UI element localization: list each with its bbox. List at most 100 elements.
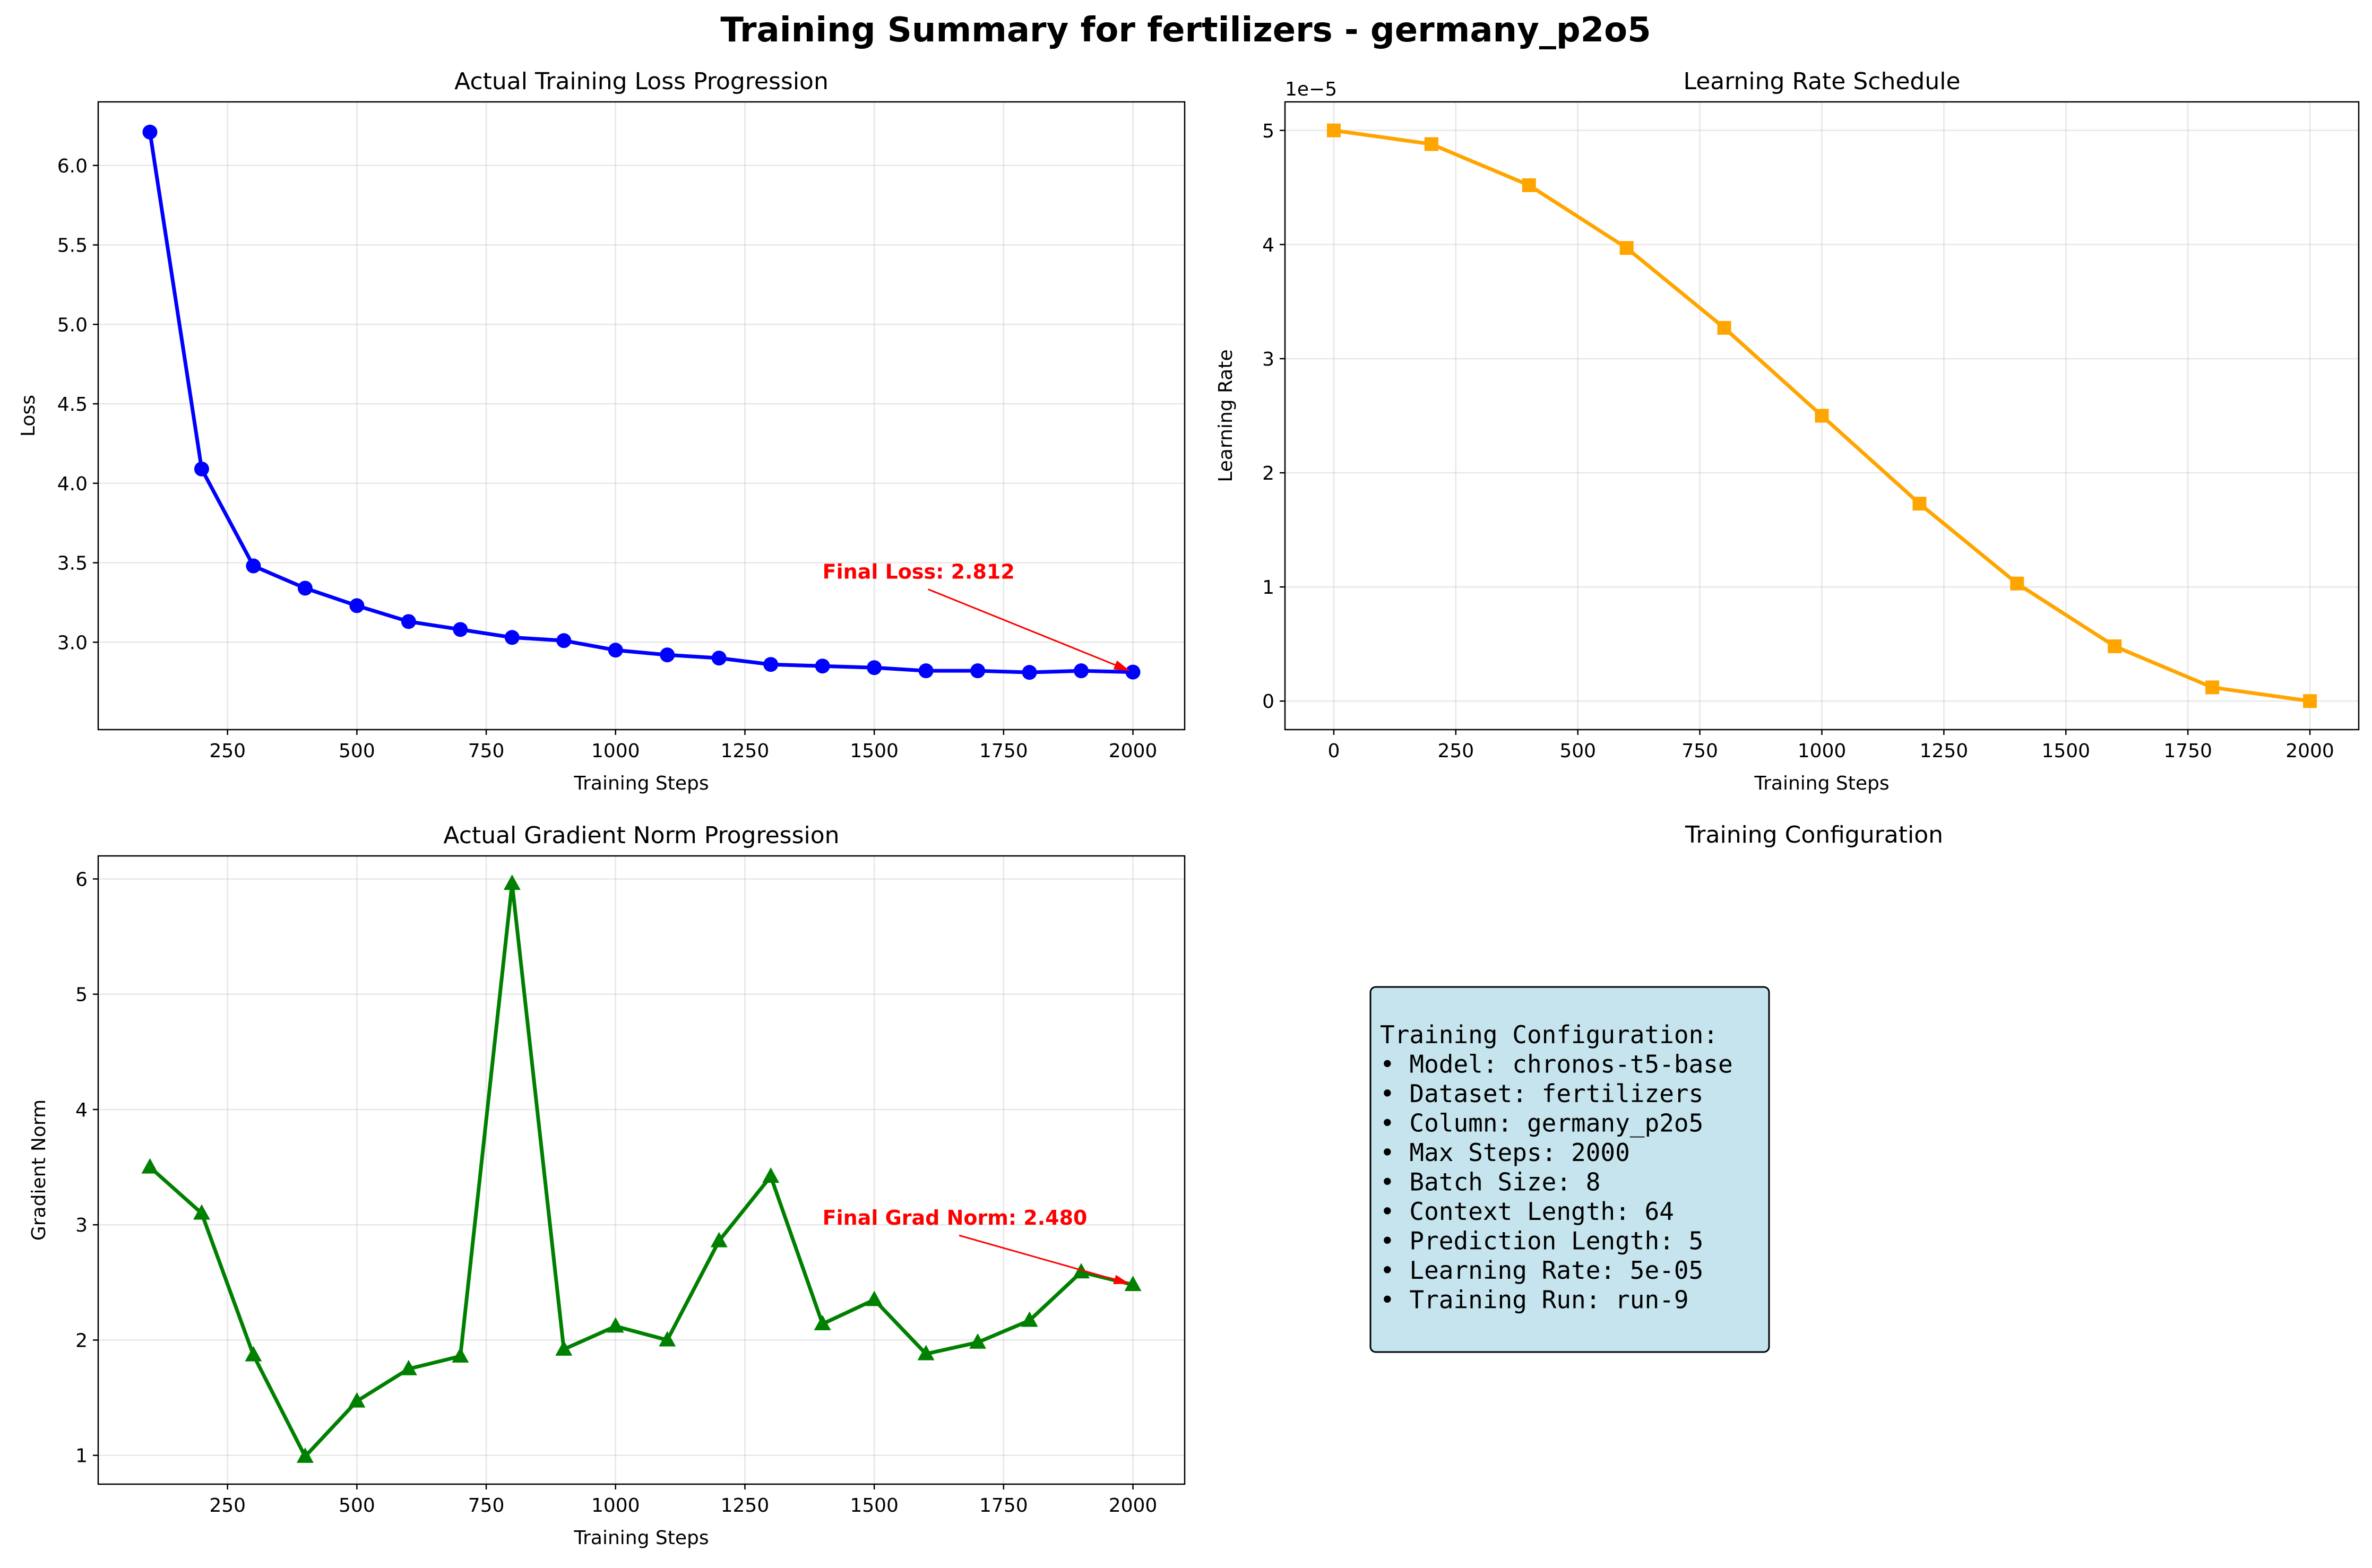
data-point bbox=[710, 1232, 728, 1248]
data-point bbox=[452, 1347, 469, 1363]
config-line: • Context Length: 64 bbox=[1380, 1197, 1674, 1226]
config-panel-title: Training Configuration bbox=[1685, 821, 1943, 848]
data-point bbox=[2303, 694, 2317, 708]
data-point bbox=[2205, 680, 2220, 695]
y-tick-label: 3.0 bbox=[57, 632, 88, 654]
x-tick-label: 1750 bbox=[979, 740, 1028, 762]
y-axis-label: Loss bbox=[18, 395, 39, 437]
y-tick-label: 3 bbox=[75, 1215, 88, 1236]
data-point bbox=[607, 1317, 624, 1333]
data-point bbox=[453, 622, 468, 637]
data-point bbox=[1125, 664, 1141, 680]
config-line: • Batch Size: 8 bbox=[1380, 1168, 1600, 1197]
x-tick-label: 2000 bbox=[1109, 740, 1158, 762]
x-tick-label: 1000 bbox=[591, 740, 640, 762]
data-point bbox=[2010, 576, 2024, 591]
annotation-arrow bbox=[959, 1234, 1119, 1281]
x-tick-label: 1250 bbox=[721, 1495, 770, 1517]
x-tick-label: 2000 bbox=[1109, 1495, 1158, 1517]
x-tick-label: 1250 bbox=[1920, 740, 1969, 762]
x-tick-label: 1500 bbox=[2041, 740, 2090, 762]
data-point bbox=[555, 1340, 573, 1356]
plot-frame bbox=[97, 855, 1186, 1485]
data-point bbox=[763, 657, 779, 672]
x-axis-label: Training Steps bbox=[573, 773, 709, 794]
data-point bbox=[503, 874, 521, 890]
plot-frame bbox=[97, 101, 1186, 731]
config-line: • Training Run: run-9 bbox=[1380, 1286, 1689, 1314]
training-configuration-panel: Training Configuration Training Configur… bbox=[1369, 821, 1943, 1353]
data-point bbox=[866, 1290, 883, 1306]
x-tick-label: 1500 bbox=[850, 1495, 899, 1517]
x-axis-label: Training Steps bbox=[1754, 773, 1889, 794]
data-point bbox=[348, 1392, 366, 1408]
y-tick-label: 2 bbox=[75, 1330, 88, 1352]
data-point bbox=[556, 633, 572, 648]
config-line: • Column: germany_p2o5 bbox=[1380, 1109, 1703, 1138]
y-tick-label: 0 bbox=[1262, 691, 1274, 713]
y-tick-label: 4.5 bbox=[57, 394, 88, 415]
figure-title: Training Summary for fertilizers - germa… bbox=[720, 11, 1651, 50]
config-line: • Max Steps: 2000 bbox=[1380, 1138, 1630, 1167]
data-point bbox=[504, 630, 520, 645]
y-tick-label: 5 bbox=[75, 984, 88, 1006]
y-tick-label: 1 bbox=[1262, 577, 1274, 599]
series-line bbox=[149, 881, 1134, 1459]
data-point bbox=[400, 1359, 417, 1375]
x-tick-label: 750 bbox=[468, 1495, 505, 1517]
x-tick-label: 750 bbox=[468, 740, 505, 762]
chart-title: Actual Training Loss Progression bbox=[454, 68, 829, 95]
data-point bbox=[401, 614, 416, 629]
x-tick-label: 1250 bbox=[721, 740, 770, 762]
data-point bbox=[1424, 137, 1438, 151]
data-point bbox=[1619, 241, 1634, 255]
annotation-arrowhead bbox=[1113, 660, 1130, 671]
x-tick-label: 1500 bbox=[850, 740, 899, 762]
data-point bbox=[1074, 663, 1089, 679]
data-point bbox=[246, 558, 261, 574]
config-line: • Dataset: fertilizers bbox=[1380, 1079, 1703, 1108]
y-tick-label: 5.5 bbox=[57, 235, 88, 257]
y-tick-label: 4 bbox=[75, 1099, 88, 1121]
x-tick-label: 500 bbox=[339, 1495, 375, 1517]
x-tick-label: 250 bbox=[1437, 740, 1474, 762]
data-point bbox=[970, 663, 986, 679]
data-point bbox=[917, 1345, 935, 1361]
data-point bbox=[296, 1447, 314, 1463]
x-tick-label: 0 bbox=[1328, 740, 1340, 762]
y-axis-label: Gradient Norm bbox=[28, 1099, 50, 1241]
data-point bbox=[1021, 1311, 1038, 1327]
x-tick-label: 750 bbox=[1681, 740, 1718, 762]
data-point bbox=[969, 1333, 987, 1349]
y-tick-label: 6 bbox=[75, 869, 88, 890]
config-line: • Prediction Length: 5 bbox=[1380, 1227, 1703, 1255]
y-axis-label: Learning Rate bbox=[1215, 349, 1237, 482]
data-point bbox=[2108, 639, 2122, 653]
y-tick-label: 6.0 bbox=[57, 155, 88, 177]
data-point bbox=[1912, 497, 1927, 511]
data-point bbox=[1815, 409, 1829, 423]
x-tick-label: 1750 bbox=[2163, 740, 2212, 762]
chart-training-loss: 250 500 750 1000 1250 1500 1750 2000 3.0 3.5 4.0 4.… bbox=[18, 68, 1186, 794]
x-tick-label: 2000 bbox=[2285, 740, 2334, 762]
data-point bbox=[867, 660, 882, 675]
data-point bbox=[659, 1331, 676, 1347]
data-point bbox=[297, 581, 313, 596]
data-point bbox=[1717, 320, 1731, 335]
data-point bbox=[1326, 123, 1341, 137]
y-tick-label: 4 bbox=[1262, 235, 1274, 256]
data-point bbox=[918, 663, 934, 679]
data-point bbox=[349, 598, 365, 613]
x-tick-label: 1000 bbox=[1798, 740, 1847, 762]
config-line: • Learning Rate: 5e-05 bbox=[1380, 1256, 1703, 1285]
data-point bbox=[245, 1346, 262, 1362]
y-tick-label: 5.0 bbox=[57, 314, 88, 336]
y-tick-label: 2 bbox=[1262, 463, 1274, 484]
data-point bbox=[814, 1315, 831, 1331]
x-tick-label: 500 bbox=[339, 740, 375, 762]
y-tick-label: 1 bbox=[75, 1445, 88, 1467]
y-tick-label: 4.0 bbox=[57, 473, 88, 495]
data-point bbox=[762, 1167, 780, 1183]
data-point bbox=[1522, 178, 1536, 193]
